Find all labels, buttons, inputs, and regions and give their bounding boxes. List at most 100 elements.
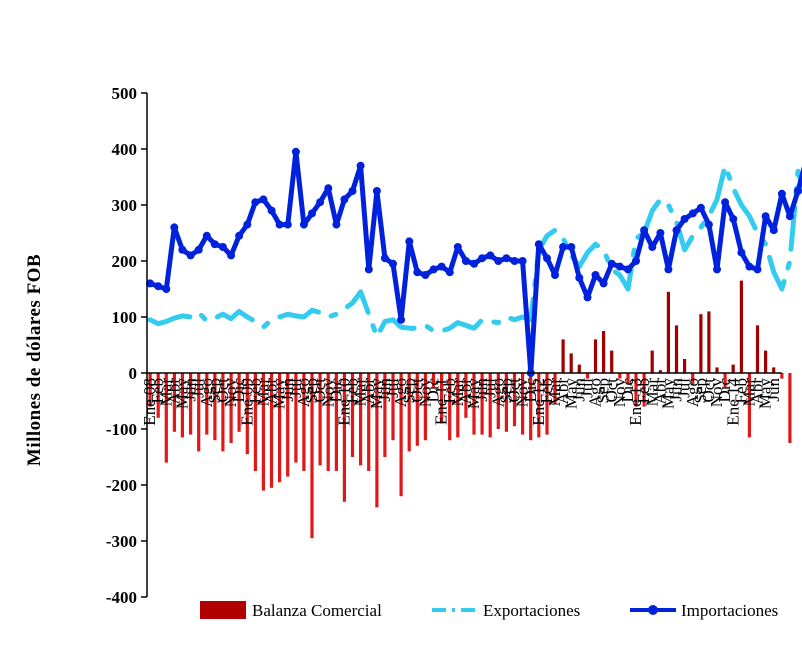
x-tick-label: Feb — [343, 378, 362, 404]
x-tick-label: Ago — [488, 378, 507, 407]
balanza-bar — [593, 339, 598, 373]
x-tick-label: Jun — [181, 378, 200, 402]
importaciones-point — [494, 257, 503, 265]
balanza-bar — [480, 373, 484, 435]
x-tick-label: Oct — [213, 378, 232, 403]
importaciones-point — [672, 226, 681, 235]
importaciones-point — [227, 251, 236, 260]
importaciones-point — [210, 240, 219, 249]
importaciones-point — [194, 245, 203, 254]
x-tick-label: Ago — [391, 378, 410, 407]
legend-label-importaciones: Importaciones — [681, 601, 778, 620]
balanza-bar — [407, 373, 411, 452]
balanza-bar — [585, 373, 590, 379]
importaciones-point — [785, 212, 794, 221]
x-tick-label: Ene 08 — [140, 378, 159, 426]
x-tick-label: Jul — [383, 378, 402, 398]
importaciones-point — [146, 279, 155, 288]
x-tick-label: Ene 09 — [237, 378, 256, 426]
balanza-bar — [334, 373, 338, 471]
balanza-bar — [545, 373, 549, 435]
importaciones-point — [283, 220, 292, 229]
x-tick-label: May — [756, 378, 775, 410]
x-tick-label: Oct — [505, 378, 524, 403]
importaciones-point — [243, 220, 252, 229]
x-tick-label: Sep — [302, 378, 321, 404]
balanza-bar — [666, 291, 670, 373]
x-tick-label: Abr — [553, 378, 572, 405]
importaciones-point — [688, 209, 697, 218]
x-tick-label: Dic — [618, 378, 637, 403]
balanza-bar — [399, 373, 403, 497]
x-tick-label: Ene 11 — [432, 378, 451, 425]
balanza-bar — [245, 373, 249, 455]
balanza-bar — [723, 373, 727, 387]
balanza-bar — [148, 373, 152, 407]
balanza-bar — [634, 373, 638, 407]
balanza-bar — [642, 373, 646, 407]
importaciones-point — [737, 248, 746, 257]
balanza-bar — [715, 367, 719, 373]
importaciones-point — [251, 198, 260, 207]
importaciones-point — [648, 243, 657, 251]
x-tick-label: Abr — [748, 378, 767, 405]
x-tick-label: Sep — [205, 378, 224, 404]
x-tick-label: Feb — [440, 378, 459, 404]
y-tick-label: -200 — [106, 476, 137, 495]
importaciones-point — [437, 262, 446, 271]
x-tick-labels: Ene 08FebMarAbrMayJunJulAgoSepOctNovDicE… — [140, 378, 783, 426]
balanza-bar — [269, 373, 274, 488]
y-axis-label: Millones de dólares FOB — [24, 254, 45, 466]
bars-group — [148, 280, 792, 539]
balanza-bar — [448, 373, 452, 441]
importaciones-point — [170, 223, 179, 232]
legend-swatch-balanza — [200, 601, 246, 619]
importaciones-point — [729, 215, 738, 223]
balanza-bar — [764, 350, 768, 373]
balanza-bar — [156, 373, 160, 418]
x-tick-label: Ene 10 — [334, 378, 353, 426]
importaciones-point — [162, 285, 171, 293]
x-tick-label: Dic — [521, 378, 540, 403]
x-tick-label: Abr — [164, 378, 183, 405]
balanza-bar — [318, 373, 322, 466]
x-tick-label: Ene 12 — [529, 378, 548, 426]
x-tick-label: Sep — [399, 378, 418, 404]
balanza-bar — [326, 373, 330, 471]
x-tick-label: Dic — [424, 378, 443, 403]
x-tick-label: Oct — [602, 378, 621, 403]
balanza-bar — [350, 373, 355, 457]
y-tick-label: -100 — [106, 420, 137, 439]
balanza-bar — [375, 373, 379, 508]
balanza-bar — [261, 373, 265, 491]
x-tick-label: Jul — [480, 378, 499, 398]
importaciones-point — [324, 184, 333, 193]
legend-label-balanza: Balanza Comercial — [252, 601, 382, 620]
importaciones-point — [461, 257, 470, 265]
x-tick-label: Jun — [472, 378, 491, 402]
x-tick-label: Feb — [245, 378, 264, 404]
balanza-bar — [172, 373, 176, 432]
balanza-bar — [415, 373, 419, 446]
x-tick-label: Dic — [715, 378, 734, 403]
importaciones-point — [794, 187, 802, 195]
balanza-bar — [440, 373, 444, 424]
importaciones-point — [510, 257, 519, 265]
balanza-bar — [464, 373, 468, 418]
importaciones-point — [445, 268, 454, 277]
x-tick-label: May — [464, 378, 483, 410]
balanza-bar — [521, 373, 525, 435]
balanza-bar — [512, 373, 517, 427]
importaciones-point — [186, 251, 195, 260]
importaciones-point — [745, 262, 754, 271]
importaciones-point — [518, 257, 527, 265]
balanza-bar — [367, 373, 371, 471]
balanza-bar — [561, 339, 565, 373]
x-tick-label: Nov — [707, 378, 726, 408]
balanza-bar — [610, 350, 614, 373]
balanza-bar — [699, 314, 703, 373]
x-tick-label: Jun — [764, 378, 783, 402]
balanza-bar — [691, 373, 695, 385]
balanza-bar — [747, 373, 751, 438]
exportaciones-line — [147, 163, 802, 340]
